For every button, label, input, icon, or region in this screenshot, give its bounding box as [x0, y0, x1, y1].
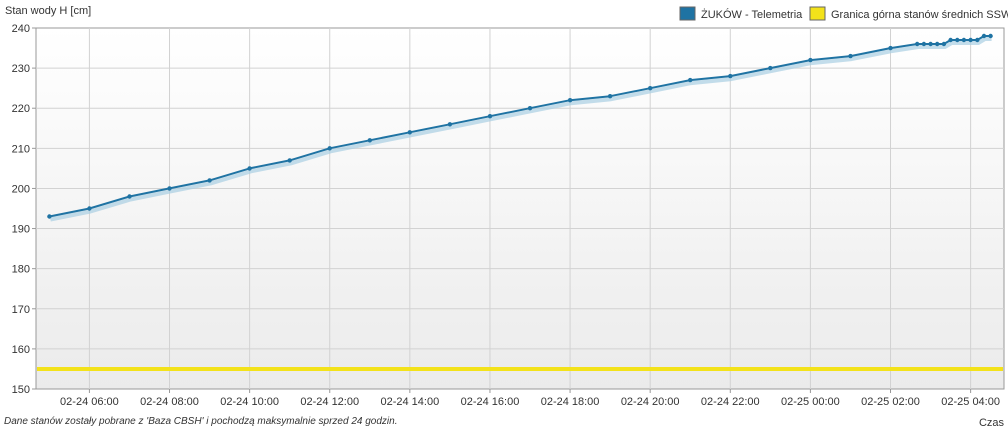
telemetry-point[interactable]: [87, 206, 92, 211]
telemetry-point[interactable]: [968, 37, 973, 43]
x-tick-label: 02-24 20:00: [621, 396, 680, 408]
telemetry-point[interactable]: [527, 106, 533, 111]
telemetry-point[interactable]: [487, 114, 493, 119]
telemetry-point[interactable]: [47, 214, 52, 219]
telemetry-line-shadow: [50, 37, 992, 222]
telemetry-point[interactable]: [247, 166, 252, 171]
y-tick-label: 220: [12, 103, 30, 115]
telemetry-point[interactable]: [407, 130, 412, 135]
telemetry-point[interactable]: [167, 186, 172, 191]
telemetry-point[interactable]: [567, 98, 573, 103]
telemetry-point[interactable]: [768, 65, 773, 71]
telemetry-point[interactable]: [935, 41, 940, 47]
legend: ŻUKÓW - Telemetria Granica górna stanów …: [679, 6, 1008, 21]
x-tick-label: 02-24 06:00: [60, 396, 119, 408]
telemetry-point[interactable]: [921, 41, 927, 47]
x-axis: 02-24 06:00 02-24 08:00 02-24 10:00 02-24 1…: [60, 389, 1000, 408]
telemetry-point[interactable]: [207, 178, 212, 183]
telemetry-point[interactable]: [808, 57, 813, 63]
legend-item-telemetry[interactable]: ŻUKÓW - Telemetria: [679, 6, 803, 21]
telemetry-point[interactable]: [648, 86, 653, 91]
legend-swatch-telemetry: [679, 6, 696, 21]
legend-label-telemetry: ŻUKÓW - Telemetria: [701, 8, 803, 21]
legend-item-ssw[interactable]: Granica górna stanów średnich SSW: [809, 6, 1008, 21]
y-tick-label: 170: [12, 304, 30, 316]
telemetry-point[interactable]: [988, 33, 993, 39]
telemetry-point[interactable]: [127, 194, 132, 199]
y-tick-label: 150: [12, 384, 30, 396]
legend-label-ssw: Granica górna stanów średnich SSW: [831, 9, 1008, 21]
telemetry-point[interactable]: [961, 37, 967, 43]
y-tick-label: 200: [12, 183, 30, 195]
telemetry-point[interactable]: [367, 138, 372, 143]
x-tick-label: 02-25 04:00: [941, 396, 1000, 408]
telemetry-point[interactable]: [975, 37, 980, 43]
x-tick-label: 02-24 16:00: [461, 396, 520, 408]
x-tick-label: 02-24 22:00: [701, 396, 760, 408]
x-tick-label: 02-24 14:00: [380, 396, 439, 408]
x-tick-label: 02-25 00:00: [781, 396, 840, 408]
y-tick-label: 160: [12, 344, 30, 356]
telemetry-point[interactable]: [955, 37, 960, 43]
telemetry-point[interactable]: [688, 77, 693, 83]
telemetry-point[interactable]: [327, 146, 332, 151]
data-source-note: Dane stanów zostały pobrane z 'Baza CBSH…: [4, 416, 398, 427]
telemetry-point[interactable]: [948, 37, 953, 43]
telemetry-point[interactable]: [447, 122, 453, 127]
y-tick-label: 180: [12, 264, 30, 276]
telemetry-point[interactable]: [728, 73, 733, 79]
y-tick-label: 230: [12, 63, 30, 75]
telemetry-point[interactable]: [848, 53, 853, 59]
y-tick-label: 210: [12, 143, 30, 155]
telemetry-point[interactable]: [607, 94, 613, 99]
series-layer: [37, 33, 1003, 371]
y-tick-label: 240: [12, 23, 30, 35]
y-tick-label: 190: [12, 224, 30, 236]
plot-area: [35, 27, 1005, 390]
x-axis-title: Czas: [979, 417, 1005, 429]
x-tick-label: 02-24 18:00: [541, 396, 600, 408]
x-tick-label: 02-24 12:00: [300, 396, 359, 408]
y-axis-title: Stan wody H [cm]: [5, 5, 91, 17]
y-axis: 150 160 170 180 190 200 210 220 230 240: [12, 23, 36, 396]
telemetry-point[interactable]: [941, 41, 947, 47]
telemetry-point[interactable]: [888, 45, 893, 51]
telemetry-point[interactable]: [287, 158, 292, 163]
x-tick-label: 02-25 02:00: [861, 396, 920, 408]
telemetry-point[interactable]: [981, 33, 987, 39]
telemetry-point[interactable]: [928, 41, 933, 47]
telemetry-point[interactable]: [915, 41, 920, 47]
telemetry-line: [49, 35, 991, 218]
grid-lines: [36, 28, 1004, 389]
legend-swatch-ssw: [809, 6, 826, 21]
x-tick-label: 02-24 10:00: [220, 396, 279, 408]
x-tick-label: 02-24 08:00: [140, 396, 199, 408]
